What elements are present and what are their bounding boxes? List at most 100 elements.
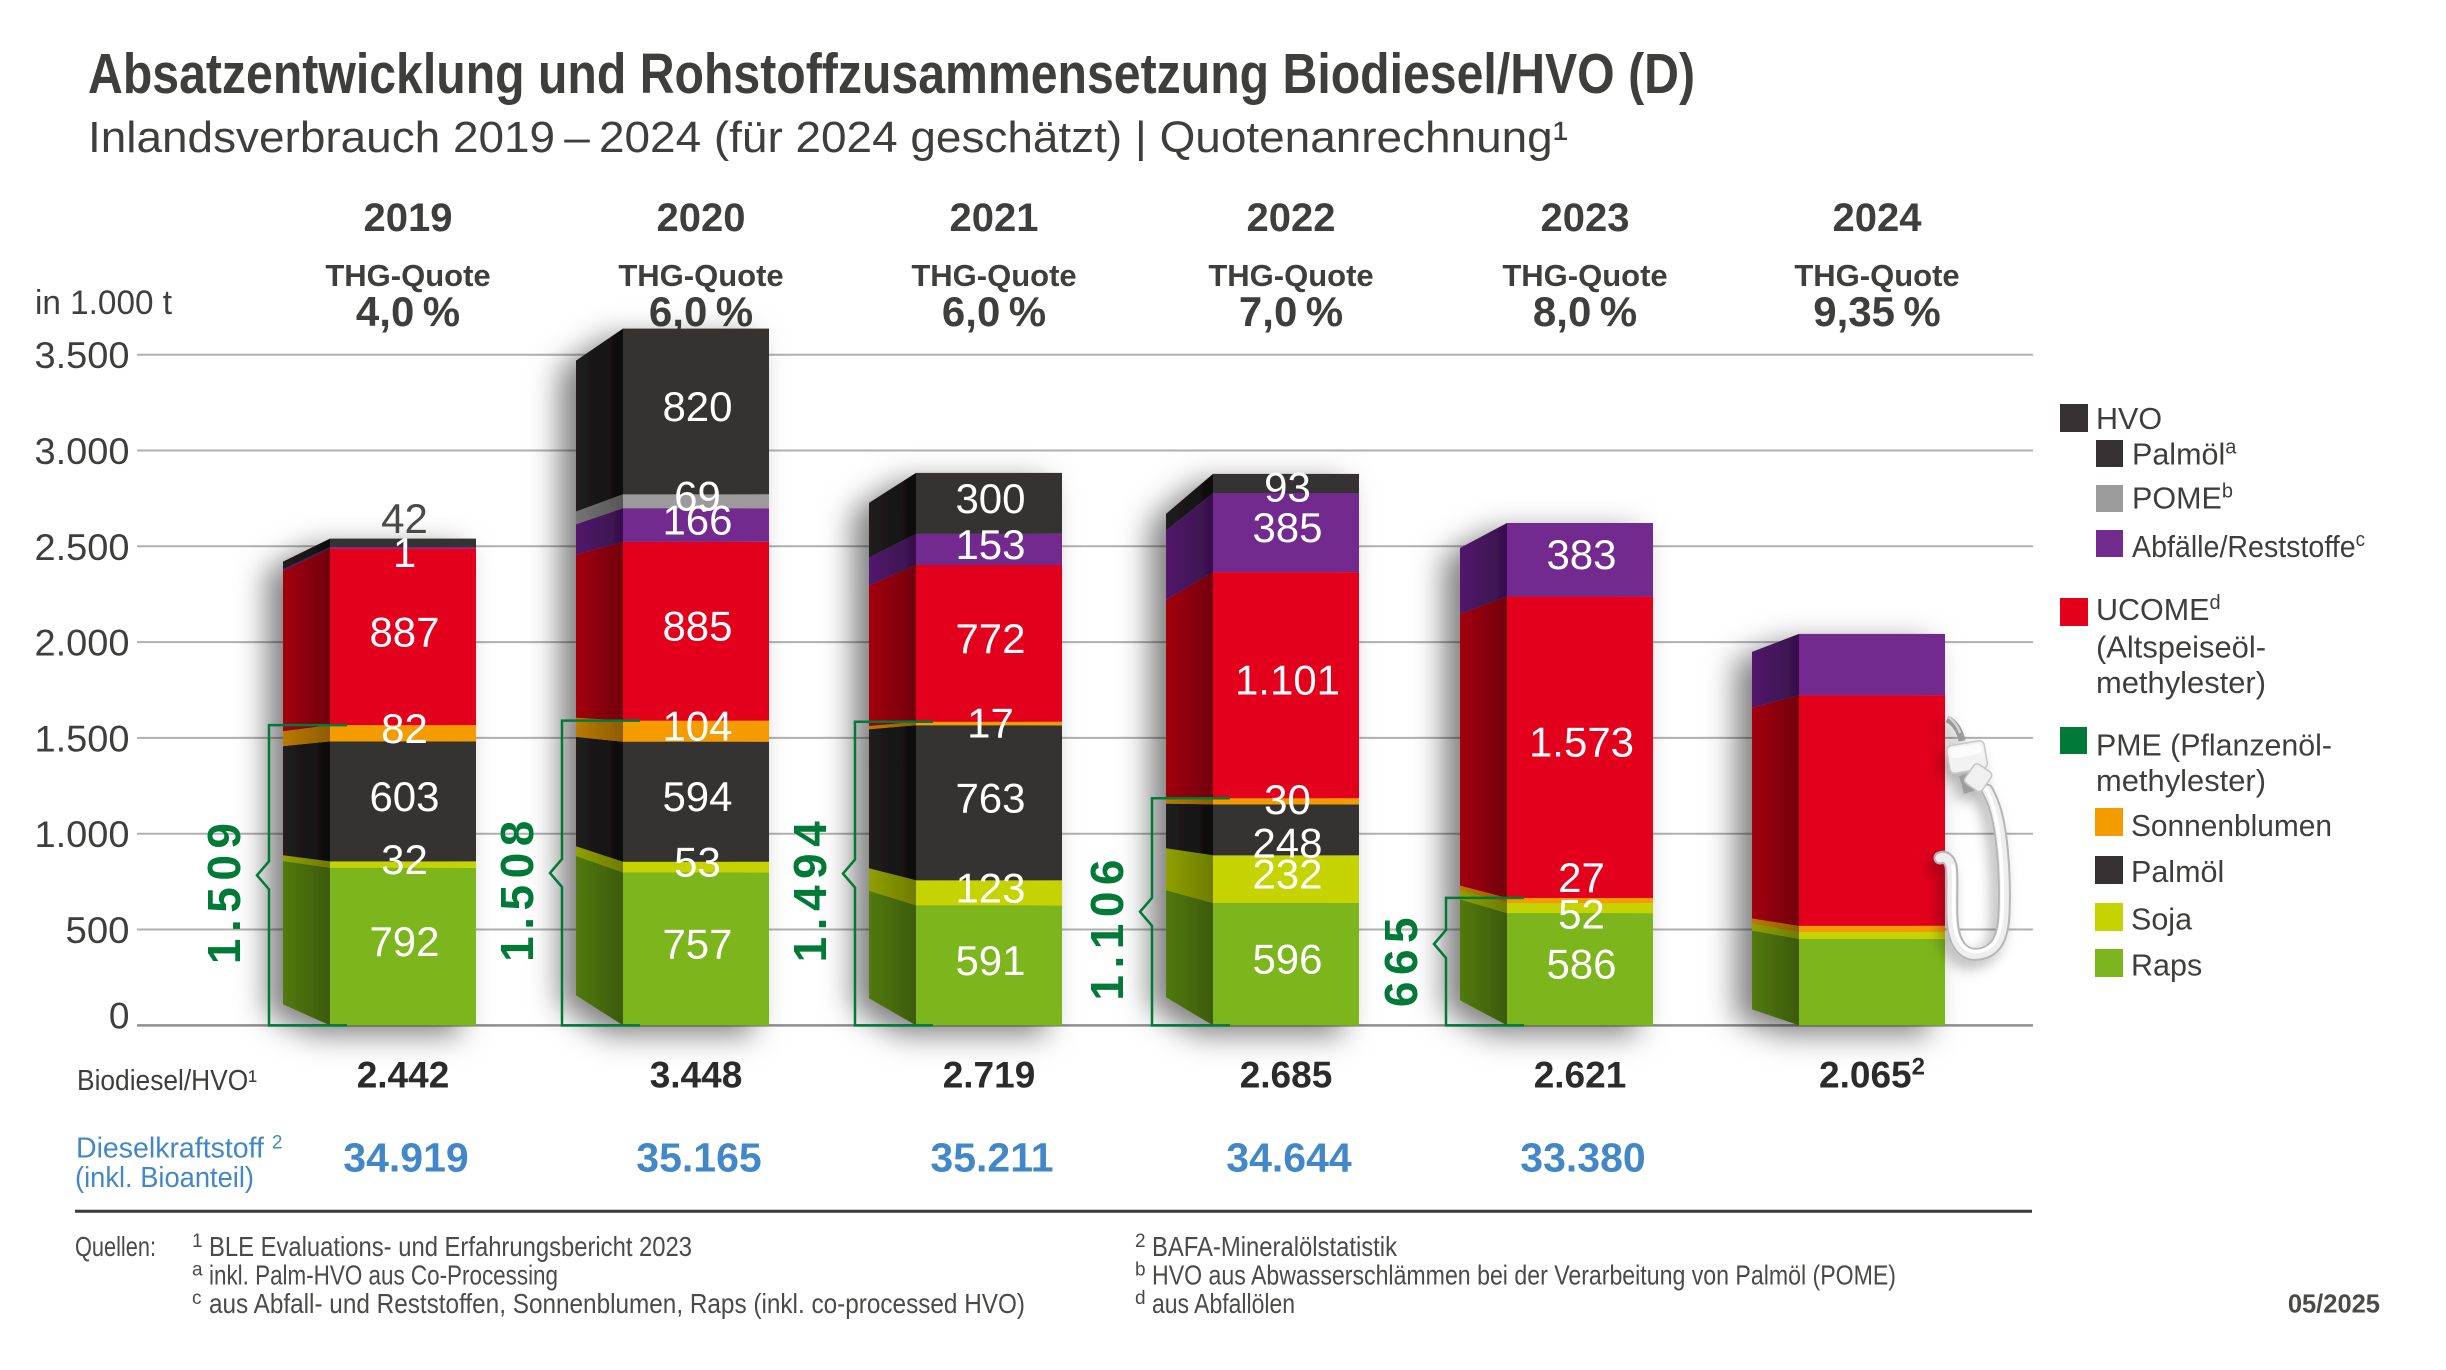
svg-text:596: 596 <box>1252 936 1322 983</box>
svg-text:in 1.000 t: in 1.000 t <box>35 284 173 322</box>
svg-text:885: 885 <box>662 603 732 650</box>
svg-text:2022: 2022 <box>1247 196 1336 240</box>
svg-text:2024: 2024 <box>1833 196 1923 240</box>
svg-text:Palmöl: Palmöl <box>2131 855 2224 889</box>
svg-text:2023: 2023 <box>1541 196 1630 240</box>
svg-text:2.685: 2.685 <box>1240 1055 1333 1096</box>
svg-text:THG-Quote: THG-Quote <box>618 258 783 293</box>
svg-text:603: 603 <box>369 773 439 820</box>
svg-text:(inkl. Bioanteil): (inkl. Bioanteil) <box>75 1162 254 1194</box>
svg-text:2.0652: 2.0652 <box>1819 1054 1925 1096</box>
svg-text:34.644: 34.644 <box>1226 1135 1352 1181</box>
svg-text:166: 166 <box>662 497 732 544</box>
svg-text:6,0 %: 6,0 % <box>942 288 1046 335</box>
svg-text:Quellen:: Quellen: <box>75 1231 156 1262</box>
svg-text:30: 30 <box>1264 776 1311 823</box>
svg-text:methylester): methylester) <box>2096 764 2266 798</box>
svg-text:52: 52 <box>1558 891 1605 938</box>
svg-text:BAFA-Mineralölstatistik: BAFA-Mineralölstatistik <box>1152 1231 1398 1262</box>
svg-text:887: 887 <box>369 608 439 655</box>
svg-text:1: 1 <box>192 1231 203 1252</box>
svg-text:7,0 %: 7,0 % <box>1239 288 1343 335</box>
svg-text:385: 385 <box>1252 504 1322 551</box>
svg-text:BLE Evaluations- und Erfahrung: BLE Evaluations- und Erfahrungsbericht 2… <box>209 1231 692 1262</box>
svg-text:Dieselkraftstoff 2: Dieselkraftstoff 2 <box>76 1133 282 1165</box>
svg-text:1.494: 1.494 <box>784 815 836 963</box>
svg-text:763: 763 <box>955 774 1025 821</box>
svg-text:0: 0 <box>109 995 130 1036</box>
svg-text:1.573: 1.573 <box>1529 719 1634 766</box>
svg-text:3.448: 3.448 <box>650 1055 743 1096</box>
svg-text:33.380: 33.380 <box>1520 1135 1645 1181</box>
svg-text:THG-Quote: THG-Quote <box>1208 258 1373 293</box>
svg-text:757: 757 <box>662 920 732 967</box>
svg-text:Absatzentwicklung und Rohstoff: Absatzentwicklung und Rohstoffzusammense… <box>88 42 1695 106</box>
svg-text:1.000: 1.000 <box>35 814 130 855</box>
svg-text:Raps: Raps <box>2131 948 2202 982</box>
svg-text:248: 248 <box>1252 819 1322 866</box>
svg-text:93: 93 <box>1264 464 1311 511</box>
svg-text:THG-Quote: THG-Quote <box>911 258 1076 293</box>
svg-text:69: 69 <box>674 473 721 520</box>
svg-text:1: 1 <box>393 529 416 576</box>
svg-text:594: 594 <box>662 773 732 820</box>
svg-text:c: c <box>192 1288 202 1309</box>
svg-text:2.500: 2.500 <box>35 527 130 568</box>
svg-text:17: 17 <box>967 700 1014 747</box>
svg-text:UCOMEd: UCOMEd <box>2096 592 2221 627</box>
svg-text:586: 586 <box>1546 941 1616 988</box>
svg-text:Abfälle/Reststoffec: Abfälle/Reststoffec <box>2132 529 2365 564</box>
svg-text:a: a <box>192 1260 203 1281</box>
svg-text:Palmöla: Palmöla <box>2132 437 2237 472</box>
svg-text:6,0 %: 6,0 % <box>649 288 753 335</box>
svg-text:383: 383 <box>1546 531 1616 578</box>
svg-text:(Altspeiseöl-: (Altspeiseöl- <box>2096 631 2266 665</box>
svg-text:820: 820 <box>662 383 732 430</box>
svg-text:34.919: 34.919 <box>343 1135 468 1181</box>
svg-text:2: 2 <box>1135 1231 1146 1252</box>
svg-text:104: 104 <box>662 703 732 750</box>
svg-text:792: 792 <box>369 918 439 965</box>
svg-text:35.165: 35.165 <box>636 1135 761 1181</box>
svg-text:35.211: 35.211 <box>930 1135 1053 1181</box>
svg-text:3.000: 3.000 <box>35 431 130 472</box>
svg-text:123: 123 <box>955 864 1025 911</box>
svg-text:2021: 2021 <box>950 196 1039 240</box>
svg-text:2020: 2020 <box>657 196 746 240</box>
svg-text:d: d <box>1135 1288 1146 1309</box>
svg-text:THG-Quote: THG-Quote <box>1502 258 1667 293</box>
svg-text:inkl. Palm-HVO aus Co-Processi: inkl. Palm-HVO aus Co-Processing <box>209 1260 558 1291</box>
svg-text:232: 232 <box>1252 851 1322 898</box>
svg-text:HVO aus Abwasserschlämmen bei: HVO aus Abwasserschlämmen bei der Verarb… <box>1152 1260 1896 1291</box>
svg-text:4,0 %: 4,0 % <box>356 288 460 335</box>
svg-text:Soja: Soja <box>2131 902 2192 936</box>
svg-text:2.719: 2.719 <box>943 1055 1036 1096</box>
svg-text:1.509: 1.509 <box>198 816 250 964</box>
svg-text:27: 27 <box>1558 854 1605 901</box>
svg-text:591: 591 <box>955 937 1025 984</box>
svg-text:HVO: HVO <box>2096 402 2162 436</box>
svg-text:1.500: 1.500 <box>35 718 130 759</box>
svg-text:Biodiesel/HVO¹: Biodiesel/HVO¹ <box>77 1065 257 1097</box>
svg-text:42: 42 <box>381 495 428 542</box>
svg-text:82: 82 <box>381 705 428 752</box>
svg-text:2.442: 2.442 <box>357 1055 450 1096</box>
svg-text:Sonnenblumen: Sonnenblumen <box>2131 809 2332 843</box>
svg-text:8,0 %: 8,0 % <box>1533 288 1637 335</box>
svg-text:32: 32 <box>381 836 428 883</box>
svg-text:53: 53 <box>674 839 721 886</box>
svg-text:300: 300 <box>955 475 1025 522</box>
svg-text:aus Abfall- und Reststoffen, S: aus Abfall- und Reststoffen, Sonnenblume… <box>209 1288 1025 1319</box>
svg-text:2019: 2019 <box>364 196 453 240</box>
svg-text:665: 665 <box>1375 911 1427 1007</box>
svg-text:Inlandsverbrauch 2019 – 2024 (: Inlandsverbrauch 2019 – 2024 (für 2024 g… <box>88 113 1568 162</box>
svg-text:POMEb: POMEb <box>2132 480 2233 515</box>
svg-text:1.106: 1.106 <box>1081 853 1133 1001</box>
svg-text:772: 772 <box>955 615 1025 662</box>
svg-text:9,35 %: 9,35 % <box>1813 288 1941 335</box>
svg-text:05/2025: 05/2025 <box>2288 1291 2380 1319</box>
svg-text:methylester): methylester) <box>2096 666 2266 700</box>
svg-text:153: 153 <box>955 521 1025 568</box>
svg-text:3.500: 3.500 <box>35 335 130 376</box>
svg-text:b: b <box>1135 1260 1146 1281</box>
